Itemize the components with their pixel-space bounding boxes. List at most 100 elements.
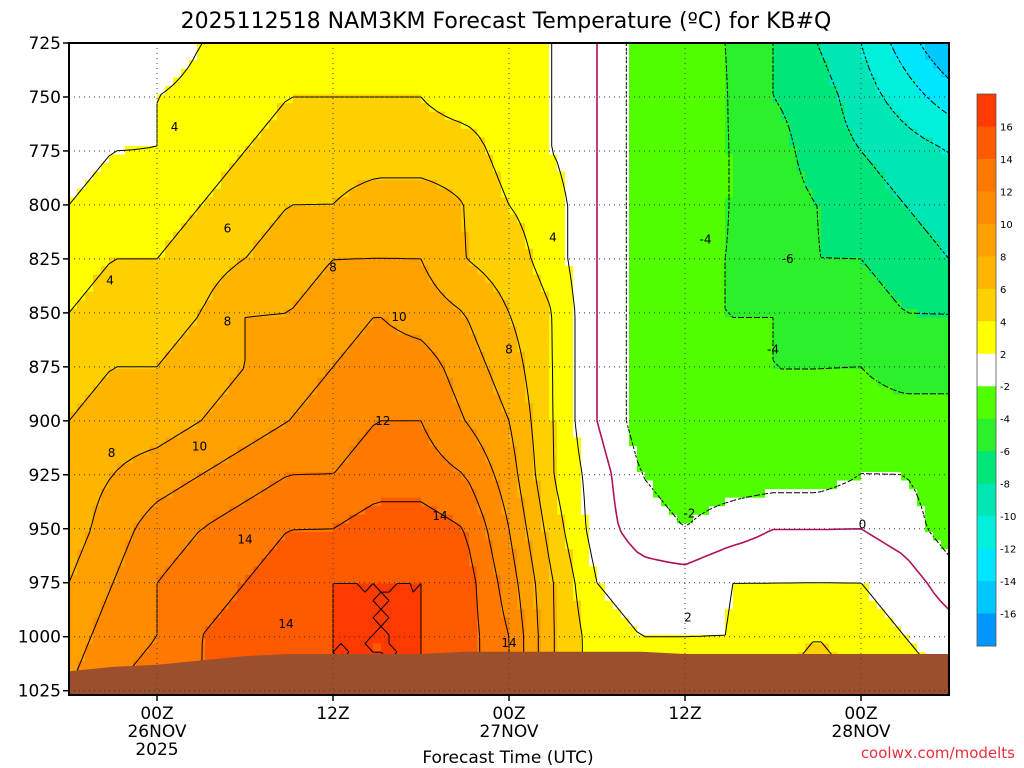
temperature-cell xyxy=(605,377,614,387)
temperature-cell xyxy=(581,240,590,250)
temperature-cell xyxy=(149,77,158,87)
temperature-cell xyxy=(925,223,934,233)
temperature-cell xyxy=(685,85,694,96)
temperature-cell xyxy=(173,188,182,199)
temperature-cell xyxy=(373,411,382,422)
temperature-cell xyxy=(925,274,934,284)
temperature-cell xyxy=(725,68,734,78)
temperature-cell xyxy=(861,180,870,190)
temperature-cell xyxy=(661,369,670,379)
temperature-cell xyxy=(229,257,238,267)
temperature-cell xyxy=(549,274,558,284)
temperature-cell xyxy=(269,343,278,353)
temperature-cell xyxy=(205,137,214,147)
temperature-cell xyxy=(733,231,742,241)
temperature-cell xyxy=(597,206,606,216)
temperature-cell xyxy=(701,77,710,87)
temperature-cell xyxy=(389,240,398,250)
temperature-cell xyxy=(877,317,886,327)
temperature-cell xyxy=(853,369,862,379)
temperature-cell xyxy=(629,283,638,293)
temperature-cell xyxy=(757,128,766,138)
temperature-cell xyxy=(781,334,790,344)
temperature-cell xyxy=(597,386,606,396)
temperature-cell xyxy=(397,360,406,370)
temperature-cell xyxy=(77,369,86,379)
temperature-cell xyxy=(909,240,918,250)
temperature-cell xyxy=(165,308,174,319)
temperature-cell xyxy=(685,197,694,207)
temperature-cell xyxy=(653,68,662,78)
temperature-cell xyxy=(925,214,934,224)
temperature-cell xyxy=(525,386,534,396)
temperature-cell xyxy=(637,386,646,396)
temperature-cell xyxy=(517,394,526,404)
temperature-cell xyxy=(237,111,246,121)
temperature-cell xyxy=(101,223,110,233)
temperature-cell xyxy=(261,68,270,78)
temperature-cell xyxy=(941,343,949,353)
temperature-cell xyxy=(941,214,949,224)
temperature-cell xyxy=(885,180,894,190)
temperature-cell xyxy=(581,231,590,241)
temperature-cell xyxy=(381,403,390,413)
temperature-cell xyxy=(781,343,790,353)
temperature-cell xyxy=(837,334,846,344)
temperature-cell xyxy=(205,197,214,207)
temperature-cell xyxy=(701,197,710,207)
temperature-cell xyxy=(717,334,726,344)
temperature-cell xyxy=(629,343,638,353)
temperature-cell xyxy=(181,223,190,233)
temperature-cell xyxy=(421,128,430,138)
temperature-cell xyxy=(877,77,886,87)
temperature-cell xyxy=(557,206,566,216)
temperature-cell xyxy=(445,85,454,96)
temperature-cell xyxy=(317,351,326,362)
temperature-cell xyxy=(477,266,486,276)
temperature-cell xyxy=(557,68,566,78)
temperature-cell xyxy=(597,403,606,413)
temperature-cell xyxy=(125,60,134,70)
temperature-cell xyxy=(101,206,110,216)
temperature-cell xyxy=(277,274,286,284)
temperature-cell xyxy=(725,60,734,70)
temperature-cell xyxy=(381,171,390,181)
temperature-cell xyxy=(885,386,894,396)
temperature-cell xyxy=(605,343,614,353)
temperature-cell xyxy=(85,137,94,147)
temperature-cell xyxy=(149,163,158,173)
temperature-cell xyxy=(397,188,406,199)
temperature-cell xyxy=(661,377,670,387)
temperature-cell xyxy=(429,248,438,259)
temperature-cell xyxy=(789,334,798,344)
temperature-cell xyxy=(317,171,326,181)
temperature-cell xyxy=(549,51,558,61)
temperature-cell xyxy=(829,43,838,53)
temperature-cell xyxy=(349,137,358,147)
temperature-cell xyxy=(261,111,270,121)
temperature-cell xyxy=(797,386,806,396)
temperature-cell xyxy=(677,274,686,284)
temperature-cell xyxy=(789,128,798,138)
temperature-cell xyxy=(517,94,526,104)
temperature-cell xyxy=(877,351,886,362)
temperature-cell xyxy=(837,343,846,353)
temperature-cell xyxy=(877,369,886,379)
temperature-cell xyxy=(509,223,518,233)
temperature-cell xyxy=(765,394,774,404)
temperature-cell xyxy=(397,308,406,319)
temperature-cell xyxy=(709,51,718,61)
temperature-cell xyxy=(413,188,422,199)
temperature-cell xyxy=(829,188,838,199)
temperature-cell xyxy=(229,43,238,53)
temperature-cell xyxy=(421,300,430,310)
temperature-cell xyxy=(277,180,286,190)
temperature-cell xyxy=(125,163,134,173)
temperature-cell xyxy=(277,103,286,113)
temperature-cell xyxy=(517,283,526,293)
temperature-cell xyxy=(605,43,614,53)
temperature-cell xyxy=(677,85,686,96)
temperature-cell xyxy=(389,137,398,147)
temperature-cell xyxy=(165,257,174,267)
temperature-cell xyxy=(685,283,694,293)
